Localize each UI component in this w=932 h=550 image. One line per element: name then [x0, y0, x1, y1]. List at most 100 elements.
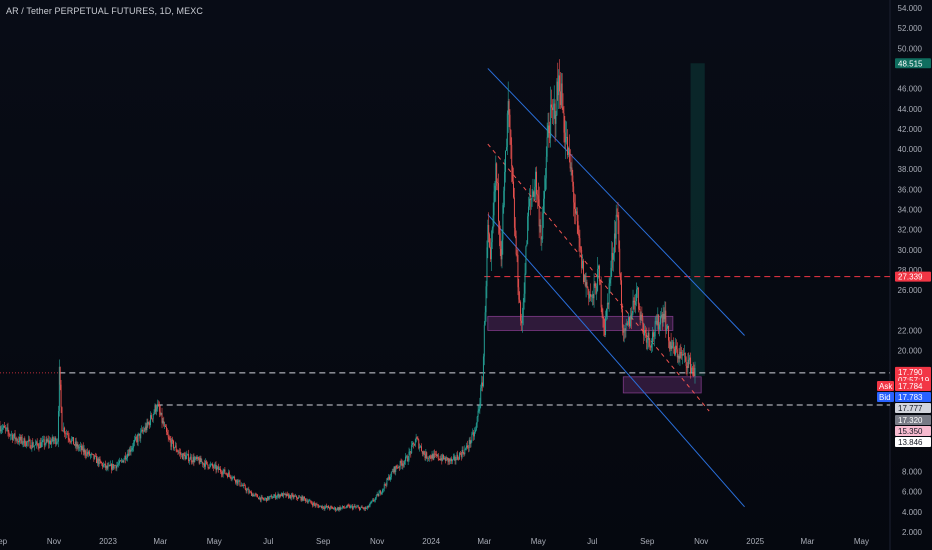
candle-body — [262, 497, 264, 500]
candle-body — [161, 412, 163, 423]
candle-body — [542, 213, 544, 240]
candle-body — [124, 455, 126, 460]
candle-body — [651, 343, 653, 348]
candle-body — [228, 472, 230, 476]
price-tag-label: 17.790 — [898, 368, 923, 377]
candle-body — [234, 476, 236, 480]
candle-body — [103, 464, 105, 467]
candle-body — [460, 453, 462, 457]
candle-body — [304, 498, 306, 502]
candle-body — [303, 496, 305, 501]
candle-body — [221, 473, 223, 475]
candle-body — [204, 460, 206, 467]
candle-body — [494, 185, 496, 192]
candle-body — [451, 458, 452, 462]
candle-body — [253, 494, 255, 497]
y-tick-label: 28.000 — [898, 266, 923, 275]
candle-body — [548, 125, 550, 134]
candle-body — [580, 247, 582, 250]
candle-body — [226, 473, 228, 475]
candle-body — [528, 206, 530, 217]
candle-body — [417, 438, 419, 440]
candle-body — [147, 421, 149, 425]
candle-body — [692, 367, 694, 372]
candle-body — [652, 332, 653, 344]
candle-body — [332, 507, 334, 510]
y-tick-label: 46.000 — [898, 85, 923, 94]
candle-body — [611, 252, 613, 268]
candle-body — [448, 458, 450, 462]
candle-body — [689, 357, 691, 361]
candle-body — [603, 318, 605, 328]
candle-body — [669, 342, 671, 349]
candle-body — [353, 506, 355, 507]
candle-body — [106, 465, 108, 469]
candle-body — [163, 421, 165, 426]
candle-body — [430, 457, 432, 459]
candle-body — [111, 463, 113, 470]
candle-body — [190, 456, 192, 462]
candle-body — [351, 505, 353, 509]
candle-body — [660, 314, 662, 317]
y-tick-label: 38.000 — [898, 165, 923, 174]
candle-body — [255, 494, 257, 495]
candle-body — [389, 476, 391, 480]
price-tag — [895, 437, 931, 447]
candle-body — [265, 498, 267, 499]
candle-body — [65, 433, 67, 434]
candle-body — [354, 506, 356, 508]
price-tag-label: 17.784 — [898, 382, 923, 391]
candle-body — [10, 435, 12, 436]
candle-body — [559, 75, 560, 92]
candle-body — [366, 505, 368, 509]
candle-body — [439, 459, 441, 461]
price-tag-label: 17.783 — [898, 393, 923, 402]
candle-body — [505, 147, 507, 151]
candle-body — [450, 458, 452, 462]
price-tag — [895, 366, 931, 385]
candle-body — [616, 214, 618, 216]
candle-body — [436, 454, 437, 456]
candle-body — [223, 469, 225, 472]
candle-body — [140, 431, 142, 439]
candle-body — [357, 506, 359, 508]
candle-body — [639, 309, 641, 320]
candle-body — [383, 484, 385, 489]
candle-body — [206, 461, 208, 465]
candle-body — [291, 494, 293, 496]
candle-body — [387, 478, 389, 480]
candle-body — [433, 453, 435, 460]
candle-body — [97, 458, 99, 465]
candle-body — [507, 101, 509, 114]
candle-body — [287, 493, 289, 495]
candle-body — [274, 494, 275, 497]
x-tick-label: Jul — [263, 537, 273, 546]
candle-body — [168, 437, 170, 439]
candle-body — [111, 464, 113, 470]
candle-body — [500, 248, 502, 260]
candle-body — [25, 445, 27, 447]
candle-body — [683, 354, 684, 355]
candle-body — [667, 325, 668, 329]
candle-body — [595, 286, 597, 294]
candle-body — [177, 451, 179, 453]
candle-body — [152, 414, 154, 419]
candle-body — [560, 83, 562, 105]
candle-body — [504, 171, 506, 191]
price-tag-label: 48.515 — [898, 59, 923, 68]
candle-body — [588, 289, 590, 299]
candle-body — [490, 242, 492, 260]
candle-body — [182, 453, 184, 460]
candle-body — [452, 457, 454, 460]
candle-body — [546, 137, 548, 157]
candle-body — [594, 283, 596, 287]
candle-body — [596, 291, 598, 294]
candle-body — [323, 507, 325, 509]
candle-body — [469, 439, 471, 444]
candle-body — [101, 462, 103, 464]
candle-body — [129, 449, 131, 452]
candle-body — [308, 500, 310, 502]
candle-body — [292, 494, 294, 498]
